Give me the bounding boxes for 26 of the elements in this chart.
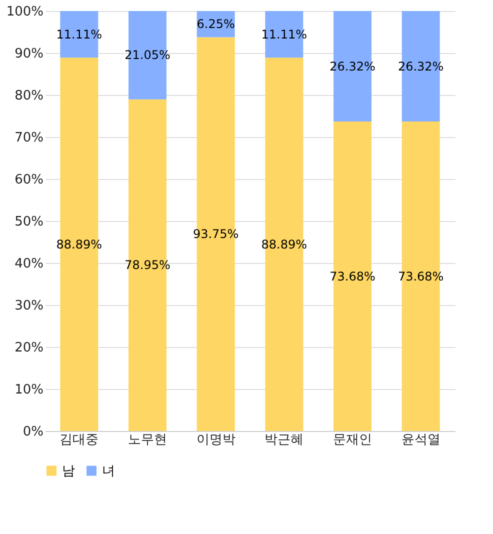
data-label: 11.11% bbox=[261, 27, 308, 42]
y-tick-label: 60% bbox=[14, 172, 44, 188]
y-tick-label: 0% bbox=[22, 424, 44, 440]
y-tick-label: 20% bbox=[14, 340, 44, 356]
data-label: 21.05% bbox=[124, 48, 170, 62]
x-tick-label: 윤석열 bbox=[401, 432, 440, 448]
data-label: 6.25% bbox=[196, 17, 235, 32]
y-tick-label: 50% bbox=[14, 214, 44, 230]
legend-label: 녀 bbox=[102, 464, 115, 479]
y-tick-label: 10% bbox=[14, 382, 44, 398]
y-tick-label: 30% bbox=[14, 298, 44, 314]
y-tick-label: 40% bbox=[14, 256, 44, 272]
data-label: 26.32% bbox=[330, 59, 376, 74]
x-tick-label: 이명박 bbox=[196, 432, 236, 448]
x-tick-label: 박근혜 bbox=[264, 432, 304, 448]
y-tick-label: 100% bbox=[6, 4, 44, 20]
y-tick-label: 90% bbox=[14, 46, 44, 62]
y-tick-label: 70% bbox=[14, 130, 44, 146]
data-label: 78.95% bbox=[124, 258, 170, 272]
legend-label: 남 bbox=[62, 464, 75, 479]
x-tick-label: 문재인 bbox=[333, 432, 372, 448]
x-tick-label: 김대중 bbox=[60, 432, 99, 448]
data-label: 11.11% bbox=[56, 27, 102, 42]
y-tick-label: 80% bbox=[14, 88, 44, 104]
data-label: 26.32% bbox=[398, 59, 444, 74]
x-tick-label: 노무현 bbox=[128, 432, 167, 448]
